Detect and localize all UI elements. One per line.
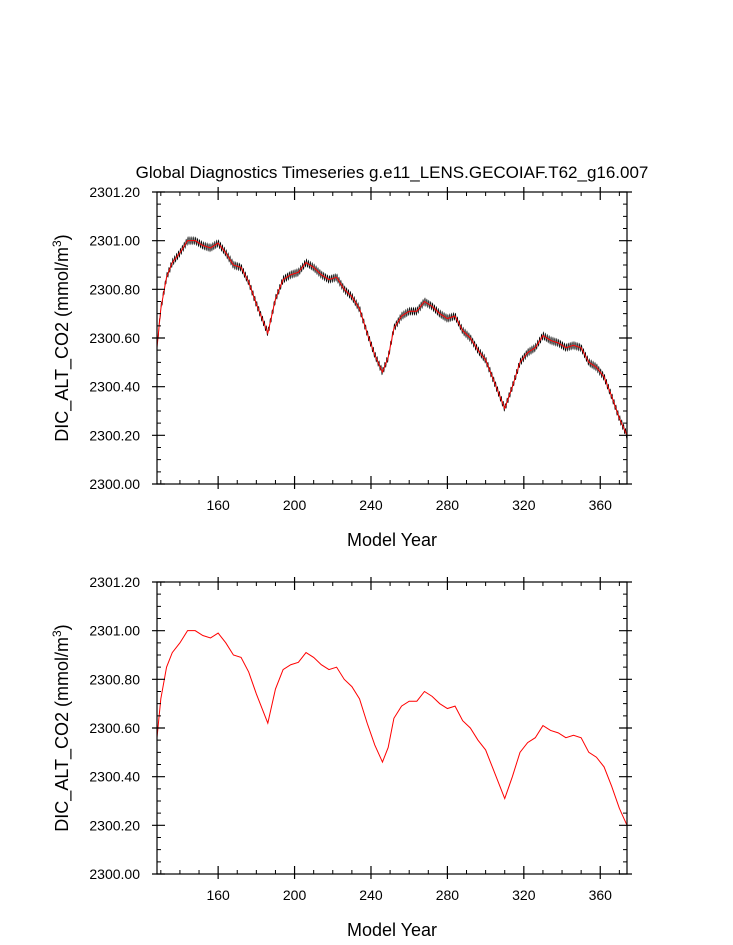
y-axis-label-text: DIC_ALT_CO2 (mmol/m <box>52 637 73 832</box>
y-tick-label: 2300.40 <box>89 379 140 395</box>
y-axis-label-close: ) <box>52 234 72 240</box>
figure-title: Global Diagnostics Timeseries g.e11_LENS… <box>136 163 649 182</box>
x-tick-label: 280 <box>436 497 460 513</box>
y-tick-label: 2301.20 <box>89 574 140 590</box>
x-tick-label: 320 <box>512 887 536 903</box>
minor-ticks <box>157 582 627 874</box>
y-tick-label: 2301.00 <box>89 623 140 639</box>
x-tick-label: 160 <box>206 887 230 903</box>
x-tick-label: 200 <box>283 887 307 903</box>
x-tick-label: 320 <box>512 497 536 513</box>
y-tick-label: 2300.20 <box>89 427 140 443</box>
x-tick-label: 240 <box>359 497 383 513</box>
top-chart-panel: 160 200 240 280 320 360 2300.00 2300.20 2300.40 2… <box>50 184 632 550</box>
y-tick-label: 2300.00 <box>89 476 140 492</box>
y-tick-label: 2300.60 <box>89 720 140 736</box>
x-axis-label: Model Year <box>347 530 437 550</box>
y-tick-label: 2300.60 <box>89 330 140 346</box>
y-axis-label: DIC_ALT_CO2 (mmol/m3) <box>50 624 73 831</box>
y-axis-label: DIC_ALT_CO2 (mmol/m3) <box>50 234 73 441</box>
x-axis-label: Model Year <box>347 920 437 940</box>
y-axis-label-text: DIC_ALT_CO2 (mmol/m <box>52 247 73 442</box>
series-line-annual <box>156 630 628 826</box>
x-tick-label: 280 <box>436 887 460 903</box>
bottom-chart-panel: 160 200 240 280 320 360 2300.00 2300.20 2300.40 2… <box>50 574 632 940</box>
minor-ticks <box>157 192 627 484</box>
series-line-annual <box>156 240 628 436</box>
y-axis-label-superscript: 3 <box>50 240 64 247</box>
y-axis-label-superscript: 3 <box>50 630 64 637</box>
y-axis-label-close: ) <box>52 624 72 630</box>
x-tick-label: 160 <box>206 497 230 513</box>
y-tick-label: 2301.20 <box>89 184 140 200</box>
y-tick-label: 2300.80 <box>89 281 140 297</box>
y-tick-label: 2300.20 <box>89 817 140 833</box>
x-tick-label: 240 <box>359 887 383 903</box>
x-tick-label: 360 <box>589 497 613 513</box>
y-tick-label: 2300.00 <box>89 866 140 882</box>
x-tick-label: 200 <box>283 497 307 513</box>
y-tick-label: 2300.80 <box>89 671 140 687</box>
y-tick-label: 2300.40 <box>89 769 140 785</box>
y-tick-label: 2301.00 <box>89 233 140 249</box>
x-tick-label: 360 <box>589 887 613 903</box>
